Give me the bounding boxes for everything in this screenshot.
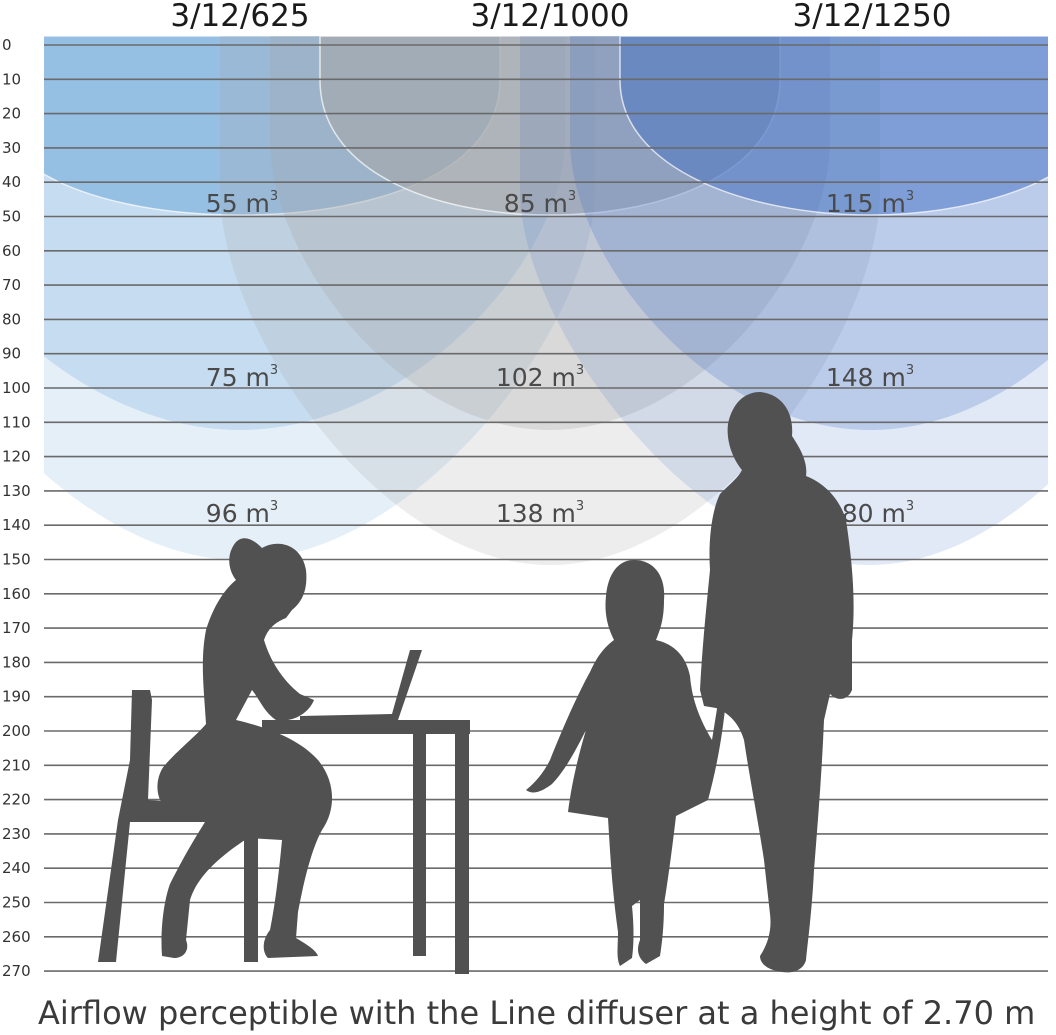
volume-value: 102 m: [496, 363, 576, 392]
height-tick-label: 90: [2, 345, 21, 363]
chair-silhouette: [98, 690, 262, 962]
height-tick-label: 260: [2, 928, 31, 946]
airflow-plumes: [44, 36, 1048, 565]
volume-label: 102 m3: [496, 363, 584, 392]
child-silhouette: [526, 560, 726, 966]
volume-value: 75 m: [206, 363, 270, 392]
height-tick-label: 80: [2, 310, 21, 328]
volume-unit-exponent: 3: [906, 189, 914, 204]
height-tick-label: 230: [2, 825, 31, 843]
plume-right-inner: [619, 36, 1048, 216]
height-tick-label: 160: [2, 585, 31, 603]
height-tick-label: 140: [2, 516, 31, 534]
volume-value: 148 m: [826, 363, 906, 392]
volume-value: 115 m: [826, 189, 906, 218]
height-tick-label: 200: [2, 722, 31, 740]
height-tick-label: 170: [2, 619, 31, 637]
laptop-silhouette: [300, 650, 422, 720]
volume-label: 85 m3: [504, 189, 576, 218]
volume-unit-exponent: 3: [270, 363, 278, 378]
volume-value: 85 m: [504, 189, 568, 218]
height-tick-label: 120: [2, 448, 31, 466]
height-tick-label: 100: [2, 379, 31, 397]
header-left: 3/12/625: [170, 0, 309, 34]
volume-unit-exponent: 3: [270, 189, 278, 204]
height-gridlines: [44, 44, 1048, 972]
volume-label: 115 m3: [826, 189, 914, 218]
volume-label: 55 m3: [206, 189, 278, 218]
volume-label: 138 m3: [496, 499, 584, 528]
volume-unit-exponent: 3: [568, 189, 576, 204]
people-illustration: [98, 392, 854, 974]
height-tick-label: 190: [2, 688, 31, 706]
volume-unit-exponent: 3: [906, 363, 914, 378]
height-tick-label: 180: [2, 653, 31, 671]
height-tick-label: 70: [2, 276, 21, 294]
height-tick-label: 20: [2, 105, 21, 123]
height-tick-label: 270: [2, 962, 31, 980]
desk-silhouette: [262, 720, 470, 974]
height-tick-label: 240: [2, 859, 31, 877]
volume-label: 148 m3: [826, 363, 914, 392]
volume-value: 138 m: [496, 499, 576, 528]
volume-unit-exponent: 3: [906, 499, 914, 514]
height-tick-label: 40: [2, 173, 21, 191]
height-tick-label: 210: [2, 756, 31, 774]
height-tick-label: 220: [2, 791, 31, 809]
volume-label: 75 m3: [206, 363, 278, 392]
volume-unit-exponent: 3: [576, 363, 584, 378]
height-axis: 0 10 20 30 40 50 60 70 80 90 100 110 120 130 140 150 160…: [2, 36, 31, 980]
height-tick-label: 130: [2, 482, 31, 500]
height-tick-label: 110: [2, 413, 31, 431]
diffuser-headers: 3/12/625 3/12/1000 3/12/1250: [170, 0, 951, 34]
header-right: 3/12/1250: [793, 0, 952, 34]
height-tick-label: 30: [2, 139, 21, 157]
volume-label: 96 m3: [206, 499, 278, 528]
volume-unit-exponent: 3: [270, 499, 278, 514]
height-tick-label: 10: [2, 70, 21, 88]
height-tick-label: 60: [2, 242, 21, 260]
volume-unit-exponent: 3: [576, 499, 584, 514]
height-tick-label: 150: [2, 551, 31, 569]
header-center: 3/12/1000: [471, 0, 630, 34]
height-tick-label: 250: [2, 894, 31, 912]
volume-value: 55 m: [206, 189, 270, 218]
height-tick-label: 50: [2, 208, 21, 226]
caption: Airflow perceptible with the Line diffus…: [38, 994, 1035, 1032]
seated-woman-silhouette: [157, 538, 333, 958]
height-tick-label: 0: [2, 36, 12, 54]
volume-value: 96 m: [206, 499, 270, 528]
standing-woman-silhouette: [700, 392, 854, 973]
